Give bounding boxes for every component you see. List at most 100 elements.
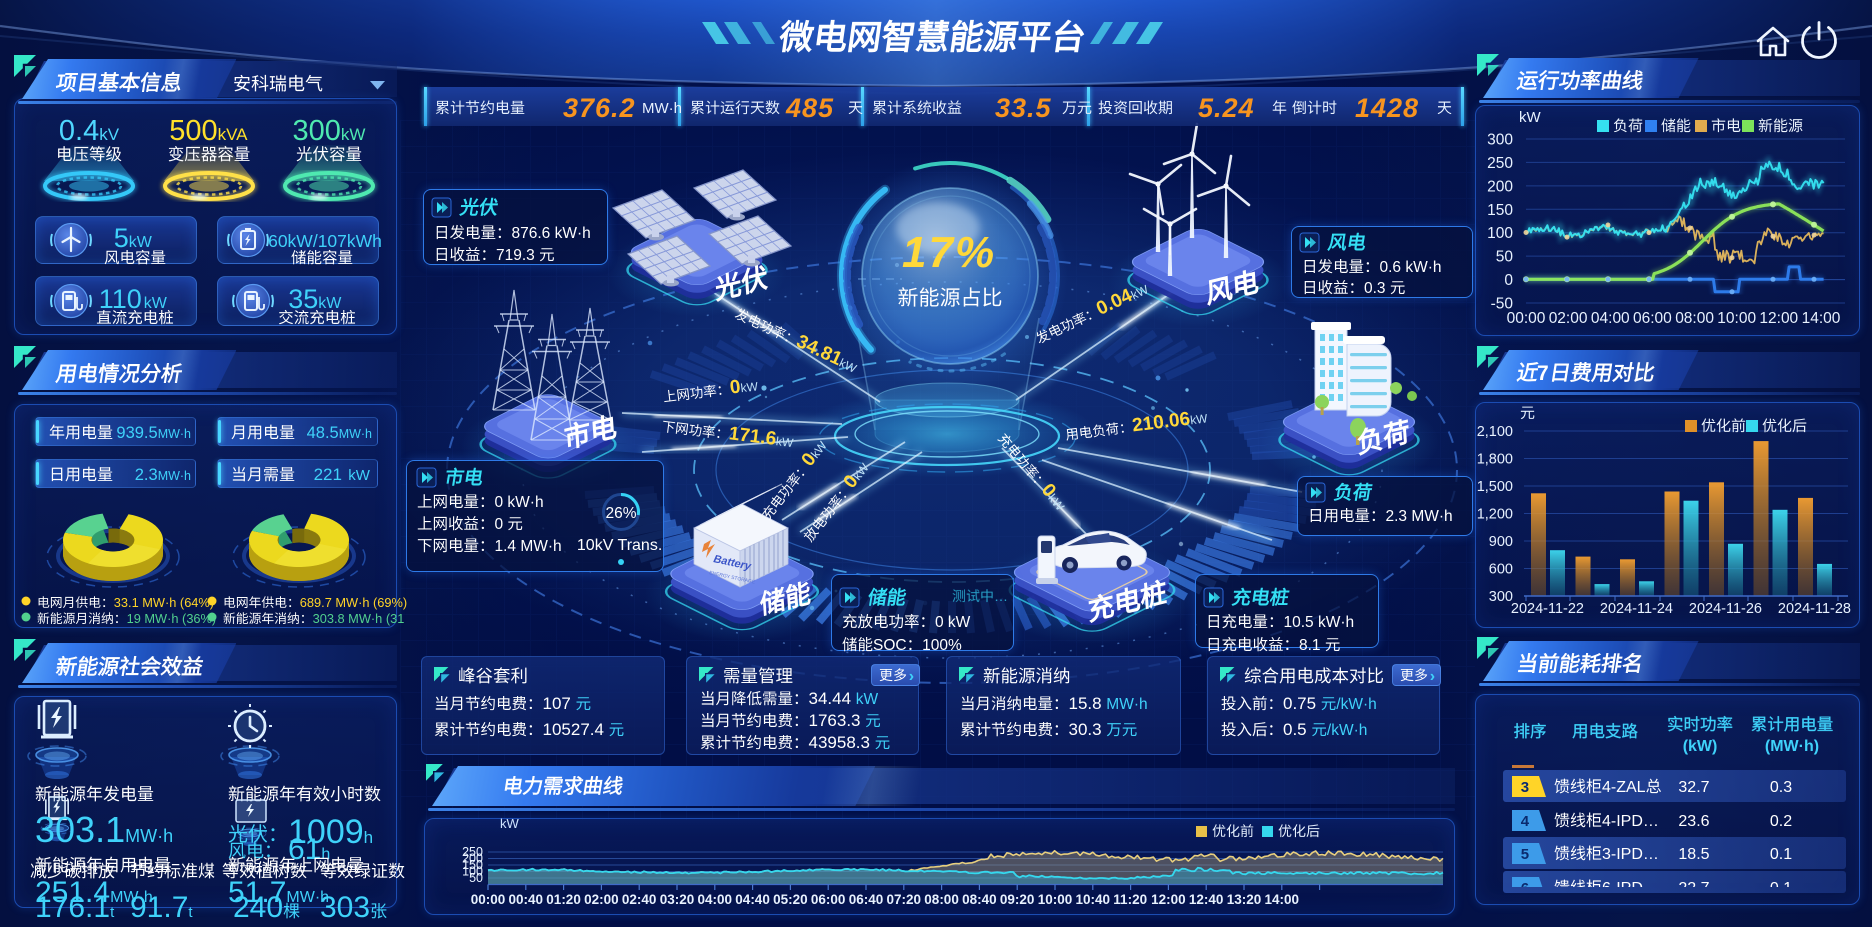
svg-text:0 kW: 0 kW xyxy=(935,614,971,631)
svg-text:15.8: 15.8 xyxy=(1069,694,1102,713)
svg-text:150: 150 xyxy=(1487,202,1513,219)
svg-text:0: 0 xyxy=(495,516,504,533)
svg-text:1.4 MW·h: 1.4 MW·h xyxy=(495,538,562,555)
svg-text:0.6 kW·h: 0.6 kW·h xyxy=(1380,259,1442,276)
svg-text:kW: kW xyxy=(856,691,879,708)
svg-text:876.6 kW·h: 876.6 kW·h xyxy=(512,225,591,242)
svg-text:100: 100 xyxy=(1487,225,1513,242)
svg-text:3-IPD…: 3-IPD… xyxy=(1602,846,1659,863)
svg-text:kW: kW xyxy=(129,234,153,251)
svg-text:107: 107 xyxy=(543,694,571,713)
svg-text:kW: kW xyxy=(341,125,366,144)
svg-text:0 kW·h: 0 kW·h xyxy=(495,494,544,511)
svg-text:01:20: 01:20 xyxy=(546,892,581,907)
svg-text:51.7: 51.7 xyxy=(228,876,286,909)
svg-text:08:40: 08:40 xyxy=(962,892,997,907)
svg-text:48.5: 48.5 xyxy=(307,424,339,442)
svg-text:MW·h: MW·h xyxy=(158,427,191,441)
svg-text:240: 240 xyxy=(233,891,283,924)
svg-text:11:20: 11:20 xyxy=(1113,892,1147,907)
svg-text:6-IPD: 6-IPD xyxy=(1602,880,1643,897)
svg-text:06:00: 06:00 xyxy=(1633,310,1672,327)
svg-text:1009: 1009 xyxy=(288,813,364,851)
svg-text:…: … xyxy=(994,588,1008,604)
svg-text:02:00: 02:00 xyxy=(584,892,619,907)
svg-text:0.4: 0.4 xyxy=(59,115,99,147)
svg-text:/kW·h: /kW·h xyxy=(1336,696,1376,713)
svg-text:4-ZAL: 4-ZAL xyxy=(1602,779,1646,796)
svg-text:19 MW·h (36%): 19 MW·h (36%) xyxy=(127,611,217,626)
svg-text:100: 100 xyxy=(462,865,483,879)
svg-text:500: 500 xyxy=(169,115,217,147)
svg-text:7: 7 xyxy=(1537,362,1549,385)
svg-text:689.7 MW·h (69%): 689.7 MW·h (69%) xyxy=(300,595,407,610)
svg-text:kW: kW xyxy=(740,379,760,395)
svg-text:17%: 17% xyxy=(902,228,996,277)
svg-text:0: 0 xyxy=(729,376,742,398)
svg-text:250: 250 xyxy=(1487,155,1513,172)
svg-text:61: 61 xyxy=(288,833,321,866)
svg-text:26%: 26% xyxy=(606,505,637,522)
svg-text:6: 6 xyxy=(1521,880,1529,897)
svg-text:10.5 kW·h: 10.5 kW·h xyxy=(1284,614,1355,631)
svg-text:02:40: 02:40 xyxy=(622,892,657,907)
svg-text:10:00: 10:00 xyxy=(1717,310,1756,327)
svg-text:1428: 1428 xyxy=(1355,93,1419,123)
svg-text:200: 200 xyxy=(462,852,483,866)
svg-text:12:40: 12:40 xyxy=(1189,892,1224,907)
svg-text:MW·h: MW·h xyxy=(642,100,682,117)
svg-text:h: h xyxy=(364,828,373,847)
svg-text:221: 221 xyxy=(314,465,342,484)
svg-text:MW·h: MW·h xyxy=(125,826,173,846)
svg-text:04:40: 04:40 xyxy=(735,892,770,907)
svg-text:SOC: SOC xyxy=(873,637,907,654)
svg-text:43958.3: 43958.3 xyxy=(809,733,870,752)
svg-text:33.5: 33.5 xyxy=(995,93,1052,123)
svg-text:(kW): (kW) xyxy=(1683,738,1718,755)
svg-text:0: 0 xyxy=(1504,272,1513,289)
svg-text:MW·h: MW·h xyxy=(158,469,191,483)
svg-text:34.44: 34.44 xyxy=(809,689,852,708)
svg-text:10:40: 10:40 xyxy=(1076,892,1111,907)
svg-text:1,500: 1,500 xyxy=(1477,479,1513,495)
svg-text:30.3: 30.3 xyxy=(1069,720,1102,739)
svg-text:kW: kW xyxy=(144,295,168,312)
svg-text:MW·h: MW·h xyxy=(1106,696,1147,713)
svg-text:18.5: 18.5 xyxy=(1678,846,1709,863)
svg-text:3: 3 xyxy=(1521,779,1529,796)
svg-text:171.6: 171.6 xyxy=(728,423,778,450)
svg-text:06:00: 06:00 xyxy=(811,892,846,907)
svg-text:12:00: 12:00 xyxy=(1759,310,1798,327)
svg-text:10527.4: 10527.4 xyxy=(543,720,604,739)
svg-text:kW: kW xyxy=(775,434,795,450)
svg-text:4: 4 xyxy=(1521,813,1530,830)
svg-text:303: 303 xyxy=(320,891,370,924)
svg-text:h: h xyxy=(321,846,330,863)
svg-text:14:00: 14:00 xyxy=(1265,892,1300,907)
svg-text:210.06: 210.06 xyxy=(1131,409,1191,437)
svg-text:60kW/107kWh: 60kW/107kWh xyxy=(268,231,382,251)
svg-text:2024-11-24: 2024-11-24 xyxy=(1600,601,1673,617)
svg-text:22.7: 22.7 xyxy=(1678,880,1709,897)
svg-text:0.1: 0.1 xyxy=(1770,880,1792,897)
svg-text:00:40: 00:40 xyxy=(509,892,544,907)
svg-text:05:20: 05:20 xyxy=(773,892,808,907)
svg-text:35: 35 xyxy=(288,284,318,314)
svg-text:719.3: 719.3 xyxy=(496,247,535,264)
svg-text:176.1: 176.1 xyxy=(35,891,110,924)
svg-text:kV: kV xyxy=(99,125,120,144)
svg-text:08:00: 08:00 xyxy=(1675,310,1714,327)
svg-text:0.3: 0.3 xyxy=(1364,280,1386,297)
svg-text:0.5: 0.5 xyxy=(1283,720,1307,739)
svg-text:-50: -50 xyxy=(1491,296,1514,313)
svg-text:1,800: 1,800 xyxy=(1477,452,1513,468)
svg-text:303.8 MW·h (31: 303.8 MW·h (31 xyxy=(313,611,405,626)
svg-text:2,100: 2,100 xyxy=(1477,424,1513,440)
svg-text:2024-11-26: 2024-11-26 xyxy=(1689,601,1762,617)
svg-text:10:00: 10:00 xyxy=(1038,892,1073,907)
svg-text:0.2: 0.2 xyxy=(1770,813,1792,830)
svg-text:110: 110 xyxy=(99,284,142,314)
svg-text:2024-11-22: 2024-11-22 xyxy=(1511,601,1584,617)
svg-text:485: 485 xyxy=(785,93,834,123)
svg-text:kVA: kVA xyxy=(218,125,249,144)
